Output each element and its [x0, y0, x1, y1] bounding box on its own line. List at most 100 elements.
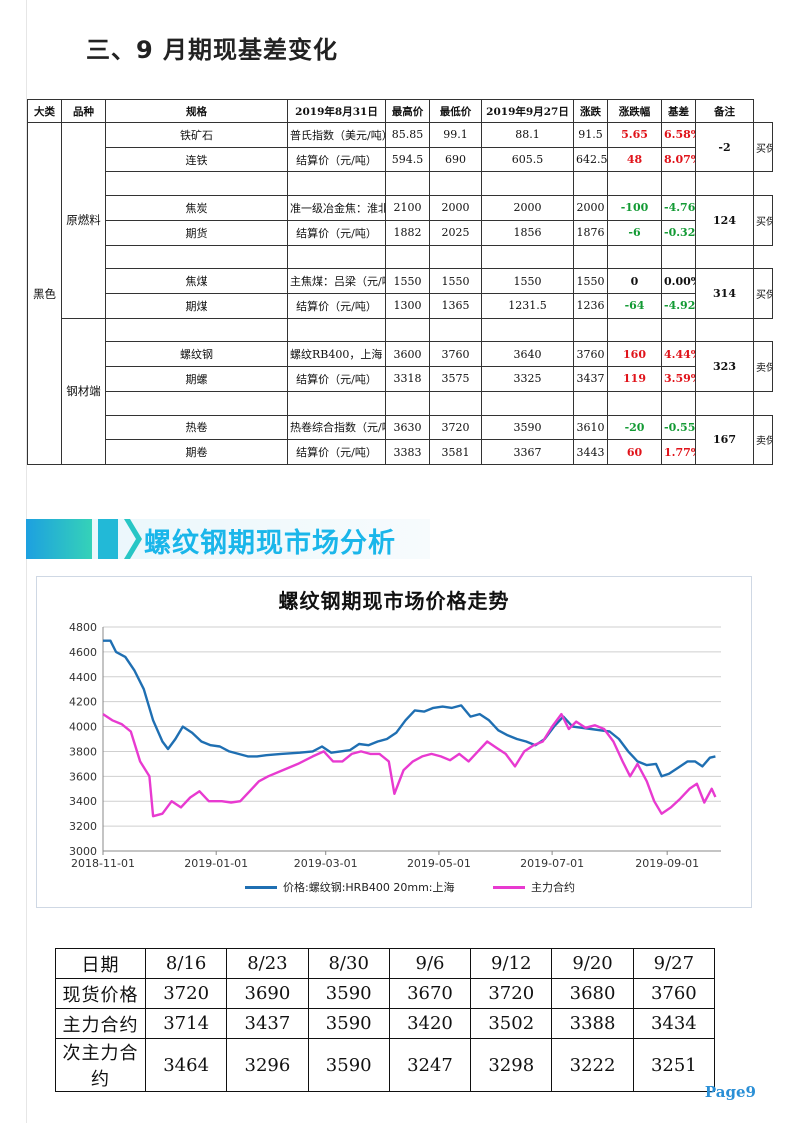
y-tick-label: 3400 [69, 795, 97, 808]
spec-cell: 准一级冶金焦：淮北（元/吨） [287, 195, 386, 221]
row-label-cell: 日期 [55, 948, 146, 979]
high-price-cell: 2000 [429, 195, 482, 221]
price-aug31-cell: 3383 [385, 439, 430, 465]
low-price-cell: 1550 [481, 268, 574, 294]
empty-cell [287, 244, 386, 270]
change-cell: 0 [607, 268, 662, 294]
legend-item-main-contract: 主力合约 [493, 879, 575, 895]
price-cell: 3434 [632, 1008, 716, 1039]
change-pct-cell: 1.77% [661, 439, 696, 465]
low-price-cell: 3367 [481, 439, 574, 465]
high-price-cell: 690 [429, 146, 482, 173]
change-pct-cell: 8.07% [661, 146, 696, 173]
header-cell: 最高价 [385, 99, 430, 123]
y-tick-label: 3600 [69, 770, 97, 783]
low-price-cell: 3590 [481, 414, 574, 441]
high-price-cell: 3760 [429, 341, 482, 368]
price-cell: 9/27 [632, 948, 716, 979]
price-cell: 3670 [388, 978, 472, 1009]
price-sep27-cell: 3760 [573, 341, 608, 368]
change-pct-cell: -4.76% [661, 195, 696, 221]
price-cell: 3720 [144, 978, 228, 1009]
banner-title: 螺纹钢期现市场分析 [144, 528, 396, 559]
spec-cell: 普氏指数（美元/吨） [287, 122, 386, 148]
table-row: 主力合约 3714 3437 3590 3420 3502 3388 3434 [55, 1008, 716, 1039]
price-sep27-cell: 2000 [573, 195, 608, 221]
high-price-cell: 99.1 [429, 122, 482, 148]
empty-cell [573, 171, 608, 197]
table-row: 螺纹钢螺纹RB400，上海（元/吨）36003760364037601604.4… [28, 341, 773, 392]
basis-note-cell: 买保有利 [753, 121, 773, 173]
empty-cell [661, 390, 696, 416]
price-cell: 3222 [551, 1038, 634, 1092]
empty-cell [105, 244, 288, 270]
price-cell: 3388 [551, 1008, 634, 1039]
empty-cell [573, 244, 608, 270]
y-tick-label: 3000 [69, 845, 97, 858]
table-row: 日期 8/16 8/23 8/30 9/6 9/12 9/20 9/27 [55, 948, 716, 979]
price-aug31-cell: 1300 [385, 292, 430, 319]
basis-note-cell: 买保不利 [753, 195, 773, 246]
y-tick-label: 4600 [69, 646, 97, 659]
change-pct-cell: 4.44% [661, 341, 696, 368]
price-cell: 3251 [632, 1038, 716, 1092]
price-cell: 9/12 [470, 948, 553, 979]
basis-value-cell: 314 [695, 268, 754, 319]
high-price-cell: 3720 [429, 414, 482, 441]
basis-value-cell: 167 [695, 414, 754, 465]
empty-cell [481, 244, 574, 270]
y-tick-label: 4000 [69, 721, 97, 734]
spec-cell: 螺纹RB400，上海（元/吨） [287, 341, 386, 368]
variety-cell: 期煤 [105, 292, 288, 319]
spacer-row: 钢材端 [28, 317, 773, 466]
variety-cell: 热卷 [105, 414, 288, 441]
price-cell: 3590 [307, 1008, 390, 1039]
price-aug31-cell: 3600 [385, 341, 430, 368]
basis-note-cell: 卖保有利 [753, 414, 773, 465]
variety-cell: 期螺 [105, 366, 288, 392]
header-cell: 2019年9月27日 [481, 99, 574, 123]
basis-value-cell: 323 [695, 341, 754, 392]
high-price-cell: 1365 [429, 292, 482, 319]
y-tick-label: 4800 [69, 621, 97, 634]
high-price-cell: 3575 [429, 366, 482, 392]
price-cell: 8/23 [226, 948, 309, 979]
change-cell: 160 [607, 341, 662, 368]
y-tick-label: 3800 [69, 745, 97, 758]
high-price-cell: 2025 [429, 219, 482, 246]
price-cell: 3690 [226, 978, 309, 1009]
price-cell: 3298 [470, 1038, 553, 1092]
y-tick-label: 4400 [69, 671, 97, 684]
group-cell-steel: 钢材端 [61, 317, 106, 466]
spec-cell: 结算价（元/吨） [287, 439, 386, 465]
variety-cell: 焦煤 [105, 268, 288, 294]
empty-cell [661, 244, 696, 270]
price-cell: 3590 [307, 978, 390, 1009]
legend-swatch-main-contract [493, 885, 525, 889]
price-cell: 3760 [632, 978, 716, 1009]
price-cell: 3296 [226, 1038, 309, 1092]
header-cell: 最低价 [429, 99, 482, 123]
low-price-cell: 3325 [481, 366, 574, 392]
empty-cell [105, 390, 288, 416]
price-aug31-cell: 3630 [385, 414, 430, 441]
spec-cell: 主焦煤：吕梁（元/吨） [287, 268, 386, 294]
empty-cell [429, 390, 482, 416]
basis-table: 大类 品种 规格 2019年8月31日 最高价 最低价 2019年9月27日 涨… [27, 99, 773, 466]
spacer-row [28, 390, 773, 416]
empty-cell [695, 171, 754, 197]
empty-cell [607, 244, 662, 270]
empty-cell [287, 317, 386, 343]
group-cell-raw-materials: 原燃料 [61, 122, 106, 319]
empty-cell [429, 171, 482, 197]
empty-cell [481, 171, 574, 197]
empty-cell [385, 171, 430, 197]
page-number: Page9 [704, 1083, 756, 1101]
variety-cell: 螺纹钢 [105, 341, 288, 368]
header-cell: 备注 [695, 99, 754, 123]
basis-note-cell: 卖保有利 [753, 341, 773, 392]
variety-cell: 连铁 [105, 146, 288, 173]
price-trend-chart: 螺纹钢期现市场价格走势 3000 3200 3400 3600 3800 4000 4200… [36, 576, 752, 908]
change-pct-cell: -0.55% [661, 414, 696, 441]
